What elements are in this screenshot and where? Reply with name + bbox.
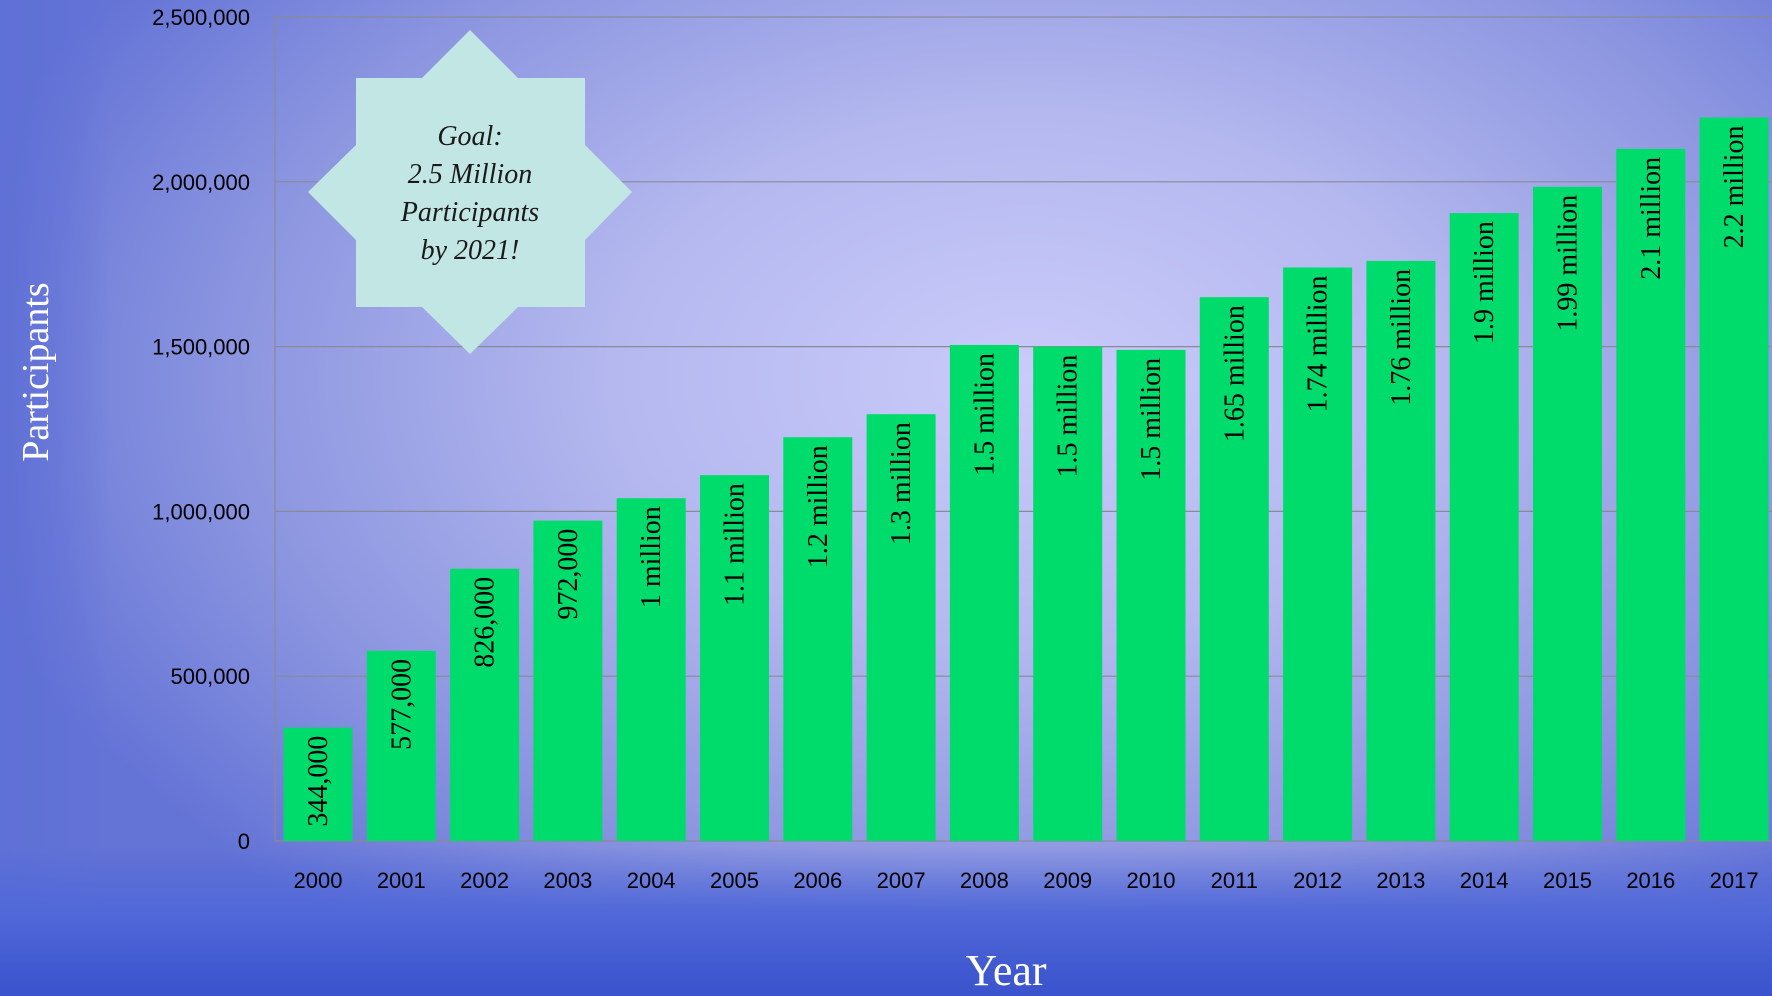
x-tick-label-2009: 2009 xyxy=(1043,868,1092,893)
y-tick-label: 500,000 xyxy=(170,664,250,689)
bar-2004 xyxy=(616,498,686,841)
bar-value-label-2011: 1.65 million xyxy=(1219,305,1250,442)
y-axis-title: Participants xyxy=(15,282,57,461)
goal-line-3: Participants xyxy=(400,197,540,228)
x-tick-label-2003: 2003 xyxy=(543,868,592,893)
bar-2011 xyxy=(1199,297,1269,841)
bar-2001 xyxy=(366,650,436,841)
x-tick-label-2002: 2002 xyxy=(460,868,509,893)
bar-value-label-2003: 972,000 xyxy=(553,529,584,620)
x-tick-label-2008: 2008 xyxy=(960,868,1009,893)
bar-value-label-2013: 1.76 million xyxy=(1386,269,1417,406)
y-tick-label: 2,000,000 xyxy=(152,170,250,195)
bar-value-label-2005: 1.1 million xyxy=(720,483,751,606)
bar-2013 xyxy=(1366,260,1436,841)
bar-value-label-2012: 1.74 million xyxy=(1303,275,1334,412)
bar-2009 xyxy=(1033,346,1103,841)
x-tick-label-2005: 2005 xyxy=(710,868,759,893)
x-tick-label-2001: 2001 xyxy=(377,868,426,893)
goal-callout: Goal: 2.5 Million Participants by 2021! xyxy=(308,30,632,354)
goal-star-shape xyxy=(308,30,632,354)
bar-2003 xyxy=(533,520,603,841)
tick-labels: 0 500,000 1,000,000 1,500,000 2,000,000 2,500… xyxy=(152,5,1758,893)
x-tick-label-2012: 2012 xyxy=(1293,868,1342,893)
x-tick-label-2004: 2004 xyxy=(627,868,676,893)
bar-value-label-2016: 2.1 million xyxy=(1636,157,1667,280)
bar-2006 xyxy=(783,437,853,841)
goal-line-4: by 2021! xyxy=(421,235,520,266)
bars: 344,000 577,000 826,000 972,000 1 million 1.1… xyxy=(283,117,1769,842)
x-tick-label-2015: 2015 xyxy=(1543,868,1592,893)
bar-value-label-2009: 1.5 million xyxy=(1053,355,1084,478)
bar-2008 xyxy=(949,344,1019,841)
x-tick-label-2013: 2013 xyxy=(1376,868,1425,893)
x-tick-label-2007: 2007 xyxy=(877,868,926,893)
y-tick-label: 1,000,000 xyxy=(152,499,250,524)
goal-line-2: 2.5 Million xyxy=(408,159,532,190)
x-axis-title: Year xyxy=(965,946,1046,995)
x-tick-label-2011: 2011 xyxy=(1211,868,1258,893)
bar-value-label-2000: 344,000 xyxy=(303,736,334,827)
bar-value-label-2015: 1.99 million xyxy=(1553,195,1584,332)
x-tick-label-2010: 2010 xyxy=(1127,868,1176,893)
bar-value-label-2001: 577,000 xyxy=(386,659,417,750)
y-tick-label: 1,500,000 xyxy=(152,335,250,360)
bar-value-label-2010: 1.5 million xyxy=(1136,358,1167,481)
x-tick-label-2017: 2017 xyxy=(1710,868,1759,893)
x-tick-label-2000: 2000 xyxy=(294,868,343,893)
bar-2012 xyxy=(1283,267,1353,842)
bar-2005 xyxy=(700,475,769,841)
y-tick-label: 2,500,000 xyxy=(152,5,250,30)
goal-line-1: Goal: xyxy=(437,121,502,152)
bar-value-label-2008: 1.5 million xyxy=(969,353,1000,476)
bar-2014 xyxy=(1449,213,1519,841)
bar-2002 xyxy=(450,568,520,841)
bar-2000 xyxy=(283,727,353,841)
y-tick-label: 0 xyxy=(238,829,250,854)
bar-value-label-2014: 1.9 million xyxy=(1469,221,1500,344)
bar-2017 xyxy=(1699,117,1769,841)
bar-2007 xyxy=(866,414,936,841)
bar-value-label-2007: 1.3 million xyxy=(886,422,917,545)
bar-2015 xyxy=(1533,186,1602,841)
x-tick-label-2016: 2016 xyxy=(1626,868,1675,893)
bar-value-label-2004: 1 million xyxy=(636,506,667,608)
x-tick-label-2006: 2006 xyxy=(793,868,842,893)
bar-2010 xyxy=(1116,349,1186,841)
x-tick-label-2014: 2014 xyxy=(1460,868,1509,893)
bar-2016 xyxy=(1616,148,1686,842)
bar-value-label-2017: 2.2 million xyxy=(1719,126,1750,249)
bar-value-label-2002: 826,000 xyxy=(470,577,501,668)
bar-value-label-2006: 1.2 million xyxy=(803,445,834,568)
